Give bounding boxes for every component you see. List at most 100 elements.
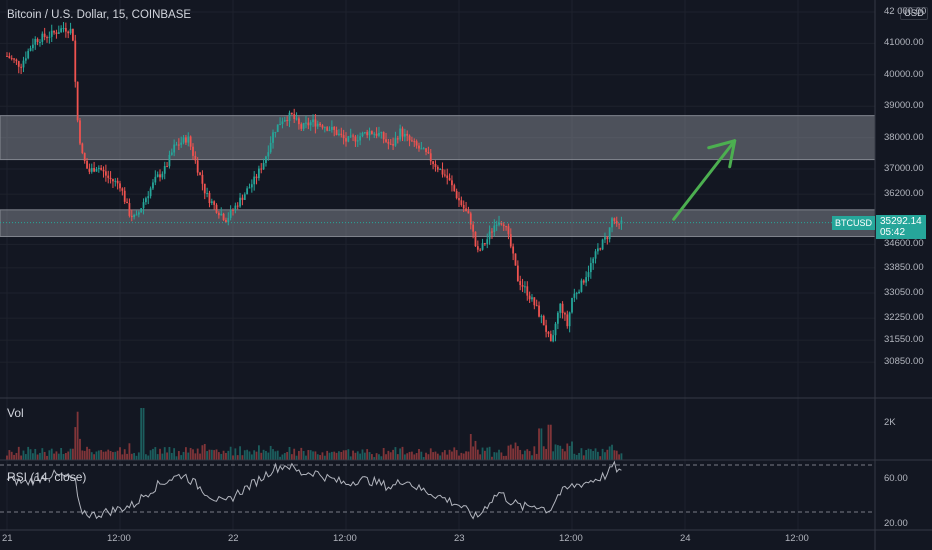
candle-body [166,166,168,168]
volume-bar [399,448,402,460]
volume-bar [17,446,20,460]
candle-body [403,133,406,137]
candle-body [36,39,39,43]
candle-body [519,281,522,285]
candle-body [20,66,23,68]
candle-body [472,224,475,232]
volume-bar [208,449,211,460]
candle-body [83,153,86,161]
volume-bar [467,451,470,460]
volume-bar [227,450,230,460]
volume-bar [279,456,281,460]
volume-bar [578,452,580,460]
candle-body [533,297,536,306]
candle-body [474,231,477,247]
candle-body [262,163,265,170]
candle-body [366,132,369,136]
volume-bar [516,446,519,460]
candle-body [227,217,230,223]
candle-body [67,31,70,34]
candle-body [354,136,357,142]
candle-body [140,208,143,213]
volume-bar [276,450,279,460]
candle-body [608,227,611,240]
candle-body [133,214,136,218]
volume-bar [439,455,442,460]
volume-bar [234,448,237,460]
volume-bar [545,448,548,460]
volume-bar [225,452,227,460]
volume-bar [241,455,244,460]
candle-body [112,179,114,182]
candle-body [498,222,500,225]
candle-body [168,154,171,167]
candle-body [425,148,427,152]
volume-bar [29,449,32,460]
price-axis-tick: 33850.00 [884,261,924,273]
candle-body [559,303,562,313]
volume-bar [206,451,209,460]
volume-bar [479,454,482,460]
candle-body [86,160,88,169]
volume-bar [493,452,496,460]
volume-bar [502,455,505,460]
candle-body [154,176,157,183]
candle-body [314,119,317,127]
arrow-shaft [672,139,737,221]
candle-body [526,286,529,296]
candle-body [72,28,74,41]
candle-body [613,218,616,221]
volume-bar [575,454,578,460]
volume-bar [514,442,517,460]
volume-bar [48,450,51,460]
volume-bar [571,441,573,460]
trend-arrow-icon[interactable] [672,139,737,221]
volume-bar [203,443,206,460]
candle-body [319,123,322,126]
candle-body [177,144,180,146]
time-axis-tick: 23 [454,533,465,544]
volume-bar [528,451,531,460]
candle-body [22,60,25,68]
volume-bar [554,444,557,460]
volume-bar [253,450,256,460]
candle-body [286,120,289,122]
candle-body [156,174,159,177]
candle-body [39,41,41,43]
candle-body [93,168,96,172]
volume-bar [36,454,39,460]
volume-bar [194,453,197,460]
candle-body [571,297,573,313]
currency-label[interactable]: USD [899,7,928,20]
candle-body [566,314,569,327]
candle-body [69,28,72,34]
volume-bar [363,452,366,460]
volume-bar [403,454,406,460]
volume-bar [27,446,30,460]
candle-body [180,142,183,145]
volume-bar [483,450,486,460]
candle-body [130,215,133,218]
volume-bar [168,446,171,460]
candle-body [378,132,380,136]
candle-body [276,124,279,132]
candle-body [333,126,336,130]
volume-bar [72,448,74,460]
volume-bar [566,443,569,460]
candle-body [455,191,458,199]
candle-body [152,182,154,189]
volume-bar [107,449,110,460]
candle-body [335,129,338,135]
volume-bar [319,455,322,460]
candle-body [147,196,150,199]
candle-body [46,37,48,39]
volume-axis-tick: 2K [884,417,896,428]
volume-bar [441,452,444,460]
candle-body [326,127,329,131]
candle-body [545,325,548,332]
price-axis-tick: 42 000.00 [884,6,927,17]
candle-body [27,50,30,59]
candle-body [121,188,124,191]
